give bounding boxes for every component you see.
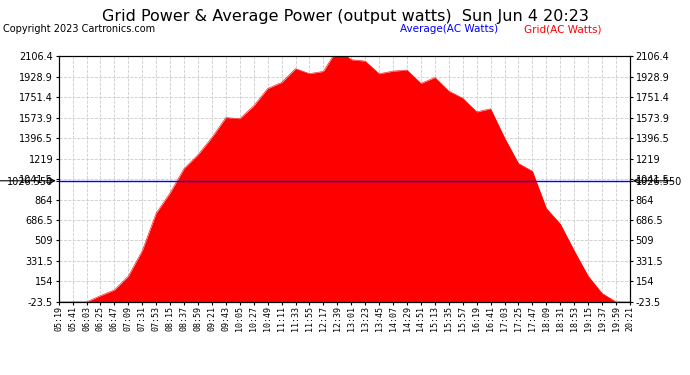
- Text: Copyright 2023 Cartronics.com: Copyright 2023 Cartronics.com: [3, 24, 155, 34]
- Text: Average(AC Watts): Average(AC Watts): [400, 24, 498, 34]
- Text: Grid(AC Watts): Grid(AC Watts): [524, 24, 602, 34]
- Text: Grid Power & Average Power (output watts)  Sun Jun 4 20:23: Grid Power & Average Power (output watts…: [101, 9, 589, 24]
